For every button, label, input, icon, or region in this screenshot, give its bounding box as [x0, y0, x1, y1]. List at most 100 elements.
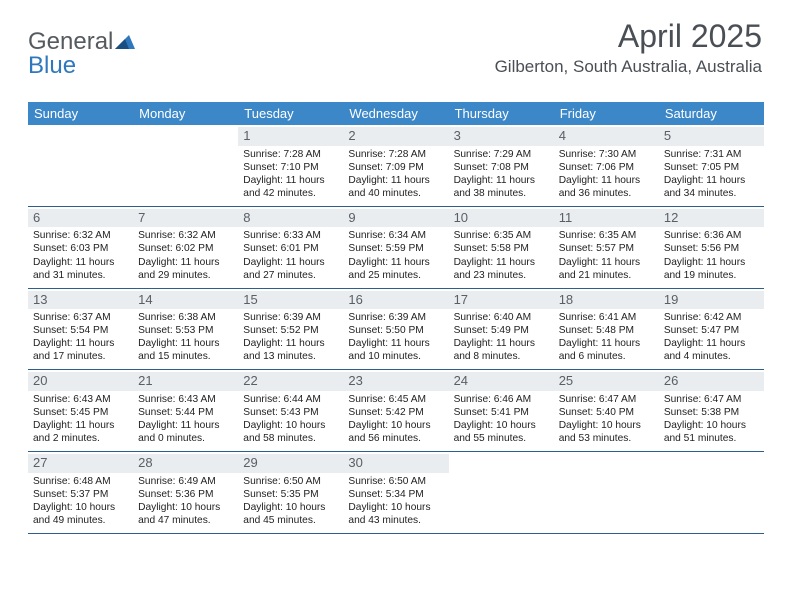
day-cell: 6Sunrise: 6:32 AMSunset: 6:03 PMDaylight…	[28, 207, 133, 288]
sunset-text: Sunset: 5:47 PM	[664, 324, 759, 337]
sunset-text: Sunset: 5:56 PM	[664, 242, 759, 255]
sunset-text: Sunset: 5:36 PM	[138, 488, 233, 501]
sunrise-text: Sunrise: 6:50 AM	[348, 475, 443, 488]
day-number: 30	[343, 454, 448, 473]
day-number: 22	[238, 372, 343, 391]
daylight-text: Daylight: 10 hours and 55 minutes.	[454, 419, 549, 445]
daylight-text: Daylight: 10 hours and 43 minutes.	[348, 501, 443, 527]
day-cell: 17Sunrise: 6:40 AMSunset: 5:49 PMDayligh…	[449, 289, 554, 370]
sunrise-text: Sunrise: 6:48 AM	[33, 475, 128, 488]
sunset-text: Sunset: 5:59 PM	[348, 242, 443, 255]
day-number: 27	[28, 454, 133, 473]
sunrise-text: Sunrise: 7:30 AM	[559, 148, 654, 161]
sunrise-text: Sunrise: 6:32 AM	[33, 229, 128, 242]
day-cell: 16Sunrise: 6:39 AMSunset: 5:50 PMDayligh…	[343, 289, 448, 370]
sunrise-text: Sunrise: 6:42 AM	[664, 311, 759, 324]
day-number: 6	[28, 209, 133, 228]
month-title: April 2025	[495, 18, 762, 55]
day-number: 28	[133, 454, 238, 473]
day-cell: 3Sunrise: 7:29 AMSunset: 7:08 PMDaylight…	[449, 125, 554, 206]
sunrise-text: Sunrise: 6:32 AM	[138, 229, 233, 242]
day-number: 21	[133, 372, 238, 391]
day-number: 14	[133, 291, 238, 310]
day-number: 10	[449, 209, 554, 228]
daylight-text: Daylight: 10 hours and 51 minutes.	[664, 419, 759, 445]
sunset-text: Sunset: 7:05 PM	[664, 161, 759, 174]
day-number: 18	[554, 291, 659, 310]
sunset-text: Sunset: 7:10 PM	[243, 161, 338, 174]
dow-cell: Thursday	[449, 102, 554, 125]
day-cell: 2Sunrise: 7:28 AMSunset: 7:09 PMDaylight…	[343, 125, 448, 206]
day-number: 13	[28, 291, 133, 310]
daylight-text: Daylight: 10 hours and 49 minutes.	[33, 501, 128, 527]
daylight-text: Daylight: 11 hours and 10 minutes.	[348, 337, 443, 363]
day-number: 2	[343, 127, 448, 146]
daylight-text: Daylight: 11 hours and 38 minutes.	[454, 174, 549, 200]
daylight-text: Daylight: 11 hours and 21 minutes.	[559, 256, 654, 282]
sunrise-text: Sunrise: 6:35 AM	[559, 229, 654, 242]
day-cell: 25Sunrise: 6:47 AMSunset: 5:40 PMDayligh…	[554, 370, 659, 451]
sunset-text: Sunset: 6:02 PM	[138, 242, 233, 255]
sunset-text: Sunset: 7:06 PM	[559, 161, 654, 174]
dow-cell: Saturday	[659, 102, 764, 125]
daylight-text: Daylight: 10 hours and 53 minutes.	[559, 419, 654, 445]
daylight-text: Daylight: 11 hours and 34 minutes.	[664, 174, 759, 200]
sunset-text: Sunset: 5:38 PM	[664, 406, 759, 419]
sunset-text: Sunset: 5:48 PM	[559, 324, 654, 337]
sunset-text: Sunset: 5:53 PM	[138, 324, 233, 337]
day-cell: 4Sunrise: 7:30 AMSunset: 7:06 PMDaylight…	[554, 125, 659, 206]
day-number: 19	[659, 291, 764, 310]
sunset-text: Sunset: 5:45 PM	[33, 406, 128, 419]
day-cell: 23Sunrise: 6:45 AMSunset: 5:42 PMDayligh…	[343, 370, 448, 451]
sunrise-text: Sunrise: 6:45 AM	[348, 393, 443, 406]
day-cell: 11Sunrise: 6:35 AMSunset: 5:57 PMDayligh…	[554, 207, 659, 288]
weeks-container: ..1Sunrise: 7:28 AMSunset: 7:10 PMDaylig…	[28, 125, 764, 534]
sunrise-text: Sunrise: 6:40 AM	[454, 311, 549, 324]
day-number: 12	[659, 209, 764, 228]
calendar-page: General Blue April 2025 Gilberton, South…	[0, 0, 792, 612]
sunset-text: Sunset: 5:57 PM	[559, 242, 654, 255]
sunrise-text: Sunrise: 6:49 AM	[138, 475, 233, 488]
day-number: 24	[449, 372, 554, 391]
daylight-text: Daylight: 11 hours and 17 minutes.	[33, 337, 128, 363]
day-cell: 29Sunrise: 6:50 AMSunset: 5:35 PMDayligh…	[238, 452, 343, 533]
sunset-text: Sunset: 5:41 PM	[454, 406, 549, 419]
week-row: 6Sunrise: 6:32 AMSunset: 6:03 PMDaylight…	[28, 207, 764, 289]
week-row: 20Sunrise: 6:43 AMSunset: 5:45 PMDayligh…	[28, 370, 764, 452]
day-cell: 5Sunrise: 7:31 AMSunset: 7:05 PMDaylight…	[659, 125, 764, 206]
daylight-text: Daylight: 11 hours and 25 minutes.	[348, 256, 443, 282]
daylight-text: Daylight: 11 hours and 13 minutes.	[243, 337, 338, 363]
day-cell: 10Sunrise: 6:35 AMSunset: 5:58 PMDayligh…	[449, 207, 554, 288]
week-row: ..1Sunrise: 7:28 AMSunset: 7:10 PMDaylig…	[28, 125, 764, 207]
sunset-text: Sunset: 5:58 PM	[454, 242, 549, 255]
day-number: 15	[238, 291, 343, 310]
day-cell: 19Sunrise: 6:42 AMSunset: 5:47 PMDayligh…	[659, 289, 764, 370]
day-number: 7	[133, 209, 238, 228]
sunset-text: Sunset: 5:52 PM	[243, 324, 338, 337]
sunrise-text: Sunrise: 6:47 AM	[664, 393, 759, 406]
day-cell: 13Sunrise: 6:37 AMSunset: 5:54 PMDayligh…	[28, 289, 133, 370]
sunset-text: Sunset: 5:42 PM	[348, 406, 443, 419]
day-cell: 30Sunrise: 6:50 AMSunset: 5:34 PMDayligh…	[343, 452, 448, 533]
sunrise-text: Sunrise: 6:34 AM	[348, 229, 443, 242]
daylight-text: Daylight: 11 hours and 0 minutes.	[138, 419, 233, 445]
daylight-text: Daylight: 11 hours and 40 minutes.	[348, 174, 443, 200]
sunset-text: Sunset: 5:54 PM	[33, 324, 128, 337]
day-cell: 15Sunrise: 6:39 AMSunset: 5:52 PMDayligh…	[238, 289, 343, 370]
day-number: 29	[238, 454, 343, 473]
sunset-text: Sunset: 5:43 PM	[243, 406, 338, 419]
sunset-text: Sunset: 5:44 PM	[138, 406, 233, 419]
sunrise-text: Sunrise: 6:43 AM	[138, 393, 233, 406]
dow-cell: Monday	[133, 102, 238, 125]
day-cell: 28Sunrise: 6:49 AMSunset: 5:36 PMDayligh…	[133, 452, 238, 533]
calendar-grid: Sunday Monday Tuesday Wednesday Thursday…	[28, 102, 764, 534]
sunrise-text: Sunrise: 6:46 AM	[454, 393, 549, 406]
day-number: 25	[554, 372, 659, 391]
sunrise-text: Sunrise: 6:41 AM	[559, 311, 654, 324]
sunrise-text: Sunrise: 7:31 AM	[664, 148, 759, 161]
day-number: 1	[238, 127, 343, 146]
sunrise-text: Sunrise: 6:39 AM	[243, 311, 338, 324]
sunset-text: Sunset: 6:01 PM	[243, 242, 338, 255]
daylight-text: Daylight: 11 hours and 2 minutes.	[33, 419, 128, 445]
header-block: April 2025 Gilberton, South Australia, A…	[495, 18, 762, 77]
